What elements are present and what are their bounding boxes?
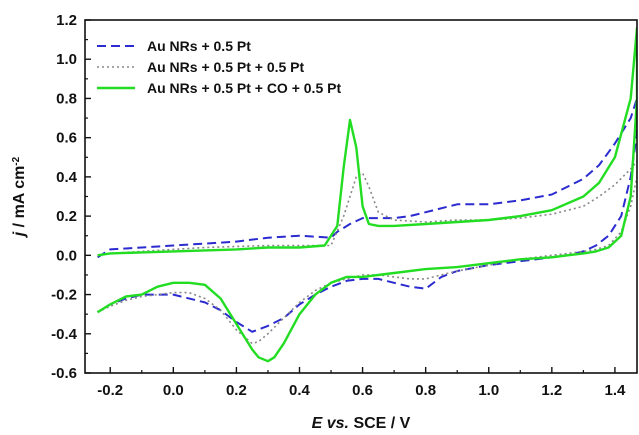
x-tick-label: -0.2 bbox=[97, 382, 123, 399]
series-line-1 bbox=[97, 97, 637, 333]
y-axis-title: j / mA cm-2 bbox=[11, 156, 29, 238]
legend-label-2: Au NRs + 0.5 Pt + 0.5 Pt bbox=[147, 59, 305, 75]
y-tick-label: 0.2 bbox=[56, 208, 77, 225]
series-line-2 bbox=[97, 160, 637, 345]
x-tick-label: 1.2 bbox=[541, 382, 562, 399]
series-layer bbox=[96, 26, 637, 363]
y-tick-label: -0.4 bbox=[51, 326, 78, 343]
y-tick-label: 0.8 bbox=[56, 90, 77, 107]
y-tick-label: -0.2 bbox=[51, 287, 77, 304]
y-tick-label: 1.2 bbox=[56, 12, 77, 29]
series-line-3 bbox=[96, 26, 637, 363]
y-axis-title-sup: -2 bbox=[11, 156, 22, 165]
y-axis-title-italic: j bbox=[11, 231, 28, 238]
x-tick-label: 0.8 bbox=[415, 382, 436, 399]
x-axis-title: E vs. SCE / V bbox=[312, 415, 411, 432]
legend-label-1: Au NRs + 0.5 Pt bbox=[147, 38, 251, 54]
x-tick-label: 0.4 bbox=[289, 382, 311, 399]
x-tick-label: 0.0 bbox=[163, 382, 184, 399]
y-axis-title-rest: / mA cm bbox=[11, 166, 28, 232]
x-tick-label: 1.4 bbox=[604, 382, 626, 399]
x-axis-ticks: -0.2 0.0 0.2 0.4 0.6 0.8 1.0 1.2 1.4 bbox=[97, 367, 626, 399]
y-tick-label: -0.6 bbox=[51, 365, 77, 382]
y-tick-label: 0.0 bbox=[56, 247, 77, 264]
x-tick-label: 0.6 bbox=[352, 382, 373, 399]
y-axis-ticks: -0.6 -0.4 -0.2 0.0 0.2 0.4 0.6 0.8 1.0 1.2 bbox=[51, 12, 91, 382]
legend-label-3: Au NRs + 0.5 Pt + CO + 0.5 Pt bbox=[147, 80, 341, 96]
x-tick-label: 0.2 bbox=[226, 382, 247, 399]
y-tick-label: 0.4 bbox=[56, 169, 78, 186]
x-axis-title-rest: SCE / V bbox=[349, 415, 411, 432]
y-tick-label: 1.0 bbox=[56, 51, 77, 68]
x-tick-label: 1.0 bbox=[478, 382, 499, 399]
legend: Au NRs + 0.5 Pt Au NRs + 0.5 Pt + 0.5 Pt A… bbox=[97, 38, 341, 96]
x-axis-title-italic: E vs. bbox=[312, 415, 349, 432]
y-tick-label: 0.6 bbox=[56, 130, 77, 147]
